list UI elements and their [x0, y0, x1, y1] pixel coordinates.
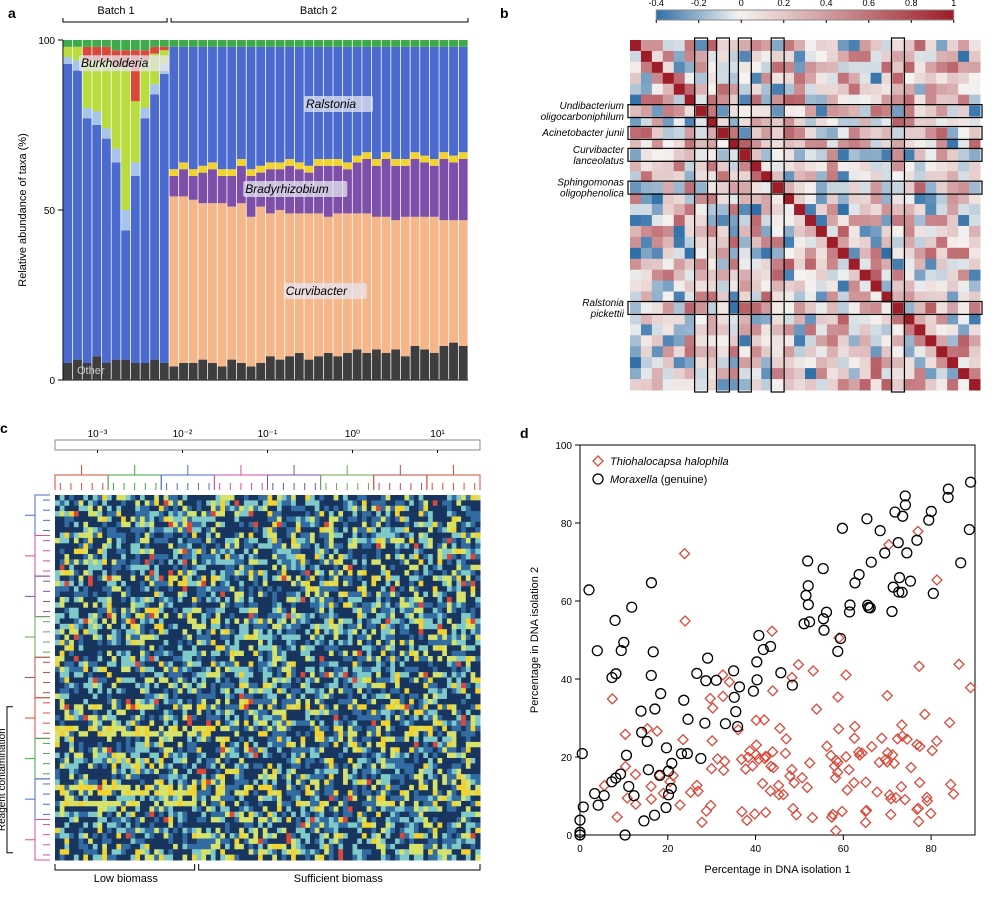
svg-text:Relative abundance of taxa (%): Relative abundance of taxa (%) [17, 133, 29, 286]
svg-text:oligophenolica: oligophenolica [560, 189, 624, 200]
svg-text:pickettii: pickettii [590, 309, 625, 320]
panel-c: c 10⁻³10⁻²10⁻¹10⁰10¹Low biomassSufficien… [0, 420, 490, 890]
panel-d: d 020406080020406080100Percentage in DNA… [520, 425, 990, 895]
svg-text:1: 1 [951, 0, 956, 8]
svg-text:0: 0 [739, 0, 744, 8]
svg-text:-0.2: -0.2 [691, 0, 707, 8]
svg-text:Sphingomonas: Sphingomonas [557, 178, 624, 189]
svg-text:-0.4: -0.4 [648, 0, 664, 8]
svg-text:Other: Other [77, 365, 105, 377]
svg-text:Ralstonia: Ralstonia [582, 298, 624, 309]
svg-text:Curvibacter: Curvibacter [286, 284, 348, 298]
svg-text:0.8: 0.8 [905, 0, 918, 8]
panel-a-chart: 0 50 100 Batch 1 Batch 2 Burkholderia Ralstoni… [8, 0, 478, 400]
panel-d-label: d [520, 425, 529, 441]
svg-text:0.2: 0.2 [777, 0, 790, 8]
svg-text:lanceolatus: lanceolatus [573, 156, 624, 167]
panel-c-heatmap: 10⁻³10⁻²10⁻¹10⁰10¹Low biomassSufficient … [0, 420, 490, 890]
panel-a: a 0 50 100 Batch 1 Batch 2 Burkholderia Ralsto… [8, 0, 478, 400]
svg-text:Burkholderia: Burkholderia [81, 56, 149, 70]
svg-text:0.6: 0.6 [862, 0, 875, 8]
svg-text:Batch 2: Batch 2 [300, 5, 337, 17]
panel-b: b Undibacteriumoligocarboniphilum Acineto… [500, 0, 990, 400]
svg-text:Acinetobacter junii: Acinetobacter junii [541, 128, 624, 139]
svg-text:Batch 1: Batch 1 [97, 5, 134, 17]
svg-text:50: 50 [44, 206, 56, 217]
svg-text:Ralstonia: Ralstonia [306, 97, 356, 111]
panel-c-label: c [0, 420, 8, 436]
svg-text:100: 100 [38, 36, 55, 47]
svg-text:Curvibacter: Curvibacter [573, 145, 625, 156]
svg-text:0.4: 0.4 [820, 0, 833, 8]
panel-b-label: b [500, 5, 509, 21]
svg-text:0: 0 [49, 376, 55, 387]
panel-b-heatmap: Undibacteriumoligocarboniphilum Acinetoba… [500, 0, 990, 400]
panel-a-label: a [8, 5, 16, 21]
svg-text:Undibacterium: Undibacterium [560, 101, 624, 112]
svg-text:Bradyrhizobium: Bradyrhizobium [245, 182, 328, 196]
panel-d-scatter: 020406080020406080100Percentage in DNA i… [520, 425, 990, 885]
svg-text:oligocarboniphilum: oligocarboniphilum [541, 112, 624, 123]
